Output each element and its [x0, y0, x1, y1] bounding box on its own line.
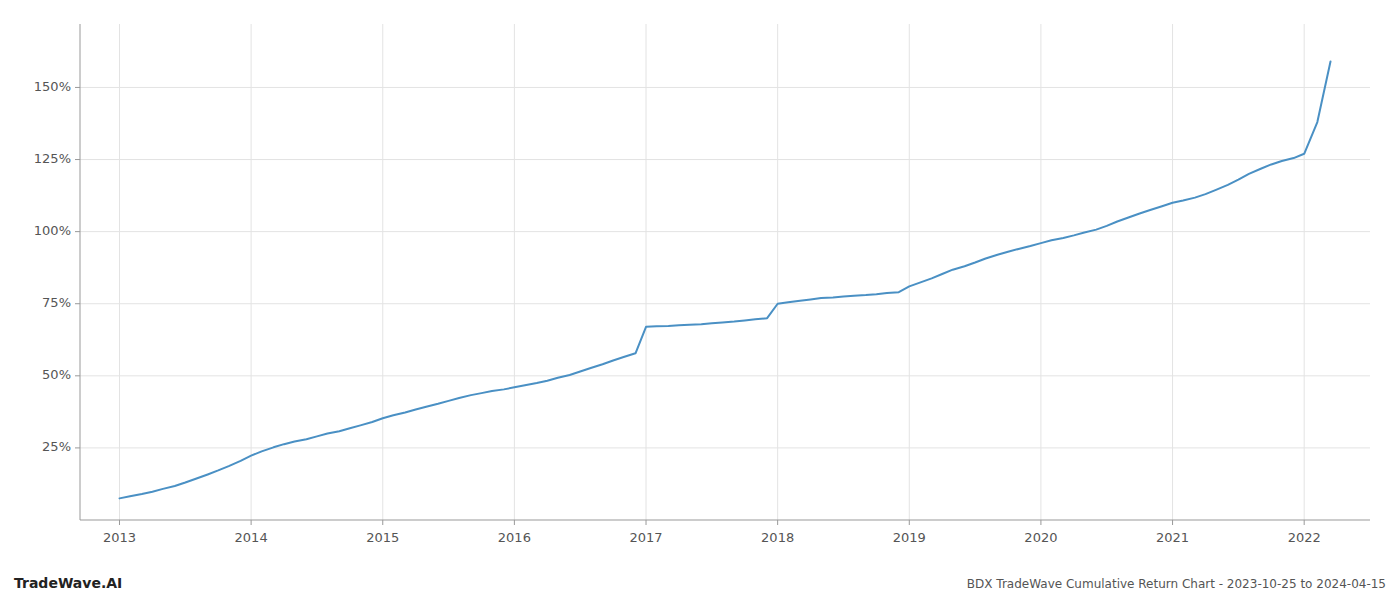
grid-line	[80, 87, 1370, 88]
title: BDX TradeWave Cumulative Return Chart - …	[967, 577, 1386, 591]
tick-mark	[777, 520, 778, 525]
grid-line	[80, 159, 1370, 160]
tick-label: 2015	[366, 530, 399, 545]
grid-line	[80, 303, 1370, 304]
grid-line	[80, 375, 1370, 376]
grid-line	[119, 24, 120, 520]
tick-label: 2013	[103, 530, 136, 545]
data-line	[119, 61, 1330, 498]
chart: 25% 50% 75% 100% 125% 150% 2013 2014 2015 2016 201…	[0, 0, 1400, 600]
tick-mark	[1172, 520, 1173, 525]
y-axis-line	[80, 24, 81, 520]
tick-label: 2019	[893, 530, 926, 545]
tick-mark	[75, 231, 80, 232]
tick-label: 50%	[42, 367, 71, 382]
tick-mark	[75, 447, 80, 448]
tick-label: 125%	[34, 151, 71, 166]
tick-mark	[514, 520, 515, 525]
tick-mark	[646, 520, 647, 525]
plot-area	[119, 61, 1330, 498]
grid-line	[1304, 24, 1305, 520]
tick-mark	[1040, 520, 1041, 525]
grid-line	[251, 24, 252, 520]
grid-line	[909, 24, 910, 520]
tick-label: 2022	[1288, 530, 1321, 545]
grid-line	[1040, 24, 1041, 520]
tick-label: 2017	[629, 530, 662, 545]
tick-label: 150%	[34, 79, 71, 94]
tick-mark	[119, 520, 120, 525]
grid-line	[382, 24, 383, 520]
tick-label: 100%	[34, 223, 71, 238]
tick-mark	[382, 520, 383, 525]
tick-label: 2014	[235, 530, 268, 545]
tick-label: 75%	[42, 295, 71, 310]
tick-label: 2016	[498, 530, 531, 545]
grid-line	[1172, 24, 1173, 520]
grid-line	[80, 231, 1370, 232]
watermark: TradeWave.AI	[14, 575, 122, 591]
tick-mark	[909, 520, 910, 525]
tick-mark	[75, 375, 80, 376]
tick-mark	[251, 520, 252, 525]
grid-line	[646, 24, 647, 520]
grid-line	[514, 24, 515, 520]
x-axis-line	[80, 520, 1370, 521]
tick-label: 2018	[761, 530, 794, 545]
tick-label: 2020	[1024, 530, 1057, 545]
tick-mark	[75, 303, 80, 304]
tick-mark	[1304, 520, 1305, 525]
tick-mark	[75, 87, 80, 88]
tick-label: 2021	[1156, 530, 1189, 545]
axes: 25% 50% 75% 100% 125% 150% 2013 2014 2015 2016 201…	[34, 24, 1370, 545]
grid	[80, 24, 1370, 520]
grid-line	[777, 24, 778, 520]
tick-mark	[75, 159, 80, 160]
tick-label: 25%	[42, 439, 71, 454]
